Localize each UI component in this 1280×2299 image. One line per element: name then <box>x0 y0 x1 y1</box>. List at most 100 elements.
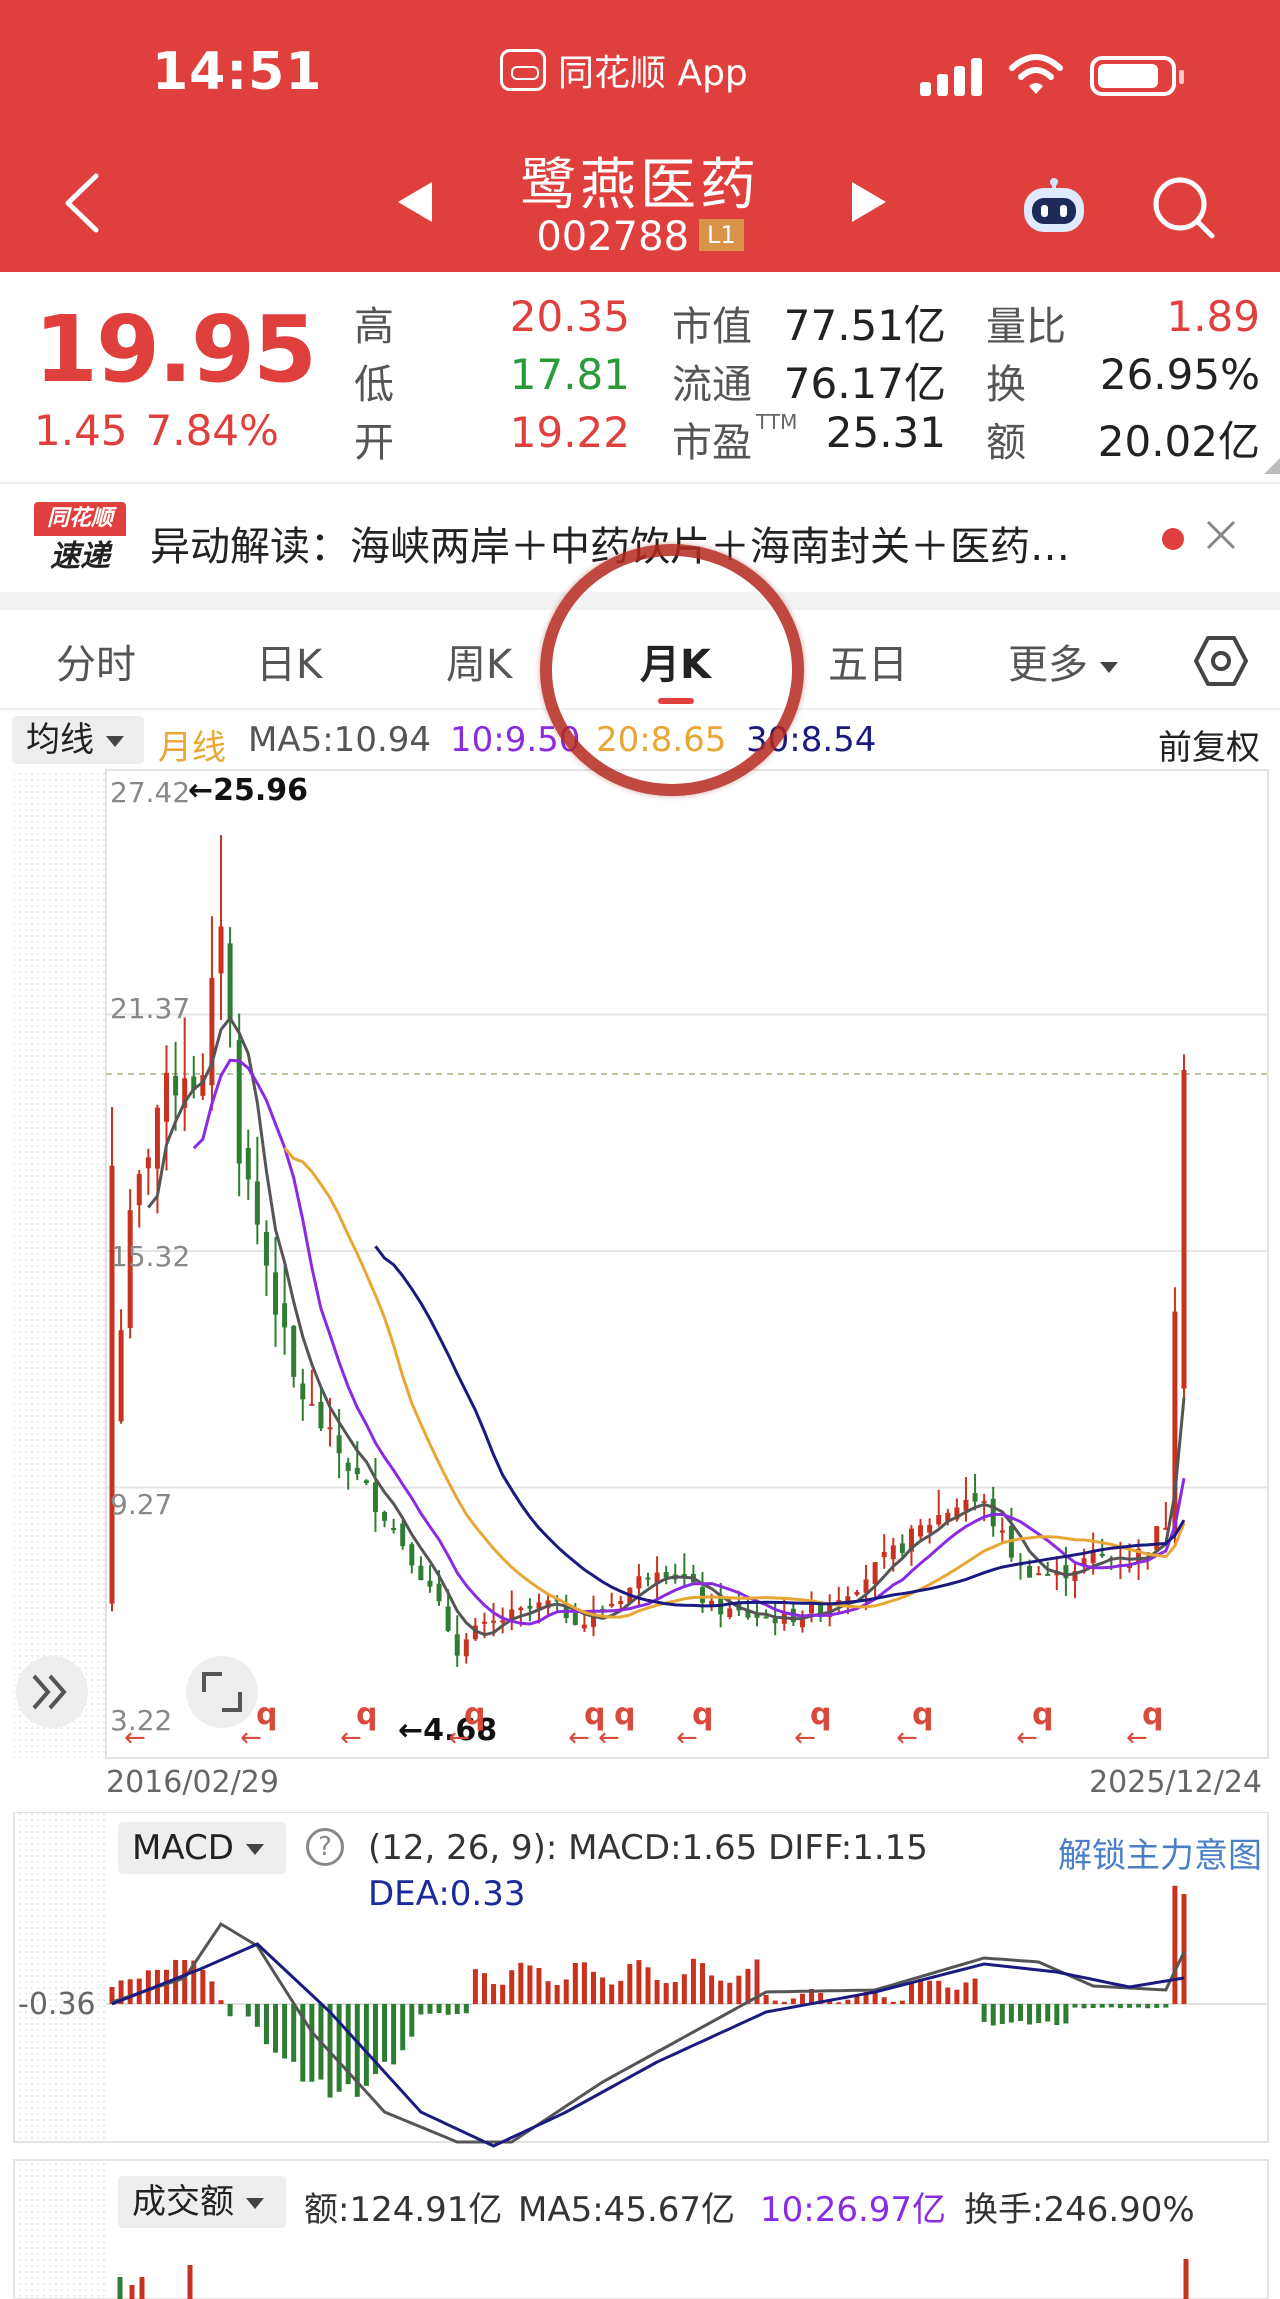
candle-body <box>872 1562 878 1584</box>
macd-bar <box>282 2004 288 2059</box>
macd-bar <box>1172 1885 1178 2004</box>
macd-bar <box>1081 2004 1087 2009</box>
macd-selector[interactable]: MACD <box>118 1822 286 1874</box>
macd-bar <box>518 1962 524 2004</box>
candle-body <box>109 1165 115 1604</box>
candle-body <box>200 1075 206 1096</box>
low-label: 低 <box>354 362 394 408</box>
macd-bar <box>818 1992 824 2004</box>
back-icon[interactable] <box>62 172 102 234</box>
kline-chart[interactable]: 27.42 21.37 15.32 9.27 3.22 ←25.96 ←4.68… <box>0 766 1280 1810</box>
candle-body <box>581 1624 587 1629</box>
macd-bar <box>990 2004 996 2026</box>
float-value: 76.17亿 <box>783 359 946 408</box>
candle-body <box>491 1620 497 1623</box>
macd-bar <box>227 2004 233 2017</box>
macd-bar <box>1163 2004 1169 2008</box>
macd-bar <box>727 1982 733 2004</box>
q-arrow: ← <box>568 1723 590 1753</box>
prev-stock-icon[interactable] <box>398 182 432 222</box>
expand-corner-icon[interactable] <box>1264 458 1280 474</box>
settings-icon[interactable] <box>1194 634 1248 688</box>
macd-bar <box>718 1980 724 2004</box>
candle-body <box>918 1525 924 1537</box>
expand-left-button[interactable] <box>16 1656 88 1728</box>
macd-bar <box>345 2004 351 2085</box>
search-icon[interactable] <box>1150 174 1216 240</box>
volume-amount: 额:124.91亿 <box>304 2190 503 2230</box>
candle-body <box>618 1600 624 1605</box>
candle-body <box>1081 1558 1087 1566</box>
tab-weekly-k[interactable]: 周K <box>446 642 513 688</box>
tab-daily-k[interactable]: 日K <box>256 642 323 688</box>
stock-name: 鹭燕医药 <box>520 153 760 218</box>
level-badge: L1 <box>699 219 744 251</box>
macd-bar <box>927 1980 933 2004</box>
candle-body <box>463 1639 469 1657</box>
candle-body <box>400 1523 406 1547</box>
macd-chart[interactable]: -0.36 <box>0 1812 1280 2152</box>
help-icon[interactable]: ? <box>306 1828 344 1866</box>
ma10-value: 10:9.50 <box>450 720 581 760</box>
macd-bar <box>1145 2004 1151 2009</box>
battery-icon <box>1090 56 1184 96</box>
tab-five-day[interactable]: 五日 <box>828 642 908 688</box>
macd-y-tick: -0.36 <box>18 1987 96 2022</box>
turnover-label: 换 <box>986 362 1026 408</box>
y-tick-4: 9.27 <box>110 1488 172 1521</box>
volume-chart[interactable] <box>0 2150 1280 2299</box>
macd-diff-line <box>111 1921 1186 2144</box>
high-value: 20.35 <box>509 292 630 341</box>
chevron-down-icon <box>246 2198 264 2209</box>
candle-body <box>445 1606 451 1631</box>
candle-body <box>763 1616 769 1619</box>
tab-monthly-k[interactable]: 月K <box>640 642 711 688</box>
adjust-mode[interactable]: 前复权 <box>1158 728 1260 768</box>
news-ribbon[interactable]: 同花顺 速递 异动解读：海峡两岸＋中药饮片＋海南封关＋医药… <box>0 482 1280 592</box>
volume-selector[interactable]: 成交额 <box>118 2176 286 2228</box>
macd-bar <box>572 1962 578 2004</box>
candle-body <box>136 1174 142 1206</box>
unlock-main-intent-link[interactable]: 解锁主力意图 <box>1058 1836 1262 1876</box>
macd-bar <box>463 2004 469 2014</box>
candle-body <box>372 1482 378 1512</box>
y-tick-3: 15.32 <box>110 1240 190 1273</box>
macd-bar <box>254 2004 260 2027</box>
macd-bar <box>600 1977 606 2004</box>
candle-body <box>245 1147 251 1180</box>
active-tab-indicator <box>658 698 694 704</box>
ma20-value: 20:8.65 <box>596 720 727 760</box>
ma-selector[interactable]: 均线 <box>12 716 144 764</box>
candle-body <box>654 1572 660 1584</box>
macd-left-margin <box>14 1812 106 2142</box>
high-label: 高 <box>354 304 394 350</box>
quote-panel: 19.95 1.45 7.84% 高 20.35 低 17.81 开 19.22 … <box>0 272 1280 482</box>
tab-more[interactable]: 更多 <box>1008 632 1118 690</box>
macd-selector-label: MACD <box>132 1828 234 1868</box>
next-stock-icon[interactable] <box>852 182 886 222</box>
y-tick-2: 21.37 <box>110 992 190 1025</box>
macd-bar <box>836 2002 842 2004</box>
candle-body <box>327 1427 333 1430</box>
fullscreen-button[interactable] <box>186 1656 258 1728</box>
candle-body <box>409 1544 415 1566</box>
news-headline[interactable]: 异动解读：海峡两岸＋中药饮片＋海南封关＋医药… <box>150 524 1070 570</box>
candle-body <box>754 1613 760 1618</box>
macd-bar <box>118 1980 124 2004</box>
q-marker: q <box>356 1697 377 1732</box>
macd-bar <box>709 1975 715 2004</box>
q-marker: q <box>1032 1697 1053 1732</box>
tab-intraday[interactable]: 分时 <box>56 642 136 688</box>
macd-bar <box>690 1958 696 2004</box>
open-value: 19.22 <box>509 408 630 457</box>
macd-bar <box>545 1981 551 2004</box>
ma10-line <box>192 1058 1186 1626</box>
close-icon[interactable] <box>1204 518 1238 552</box>
moving-average-lines <box>147 1015 1186 1637</box>
macd-bar <box>472 1969 478 2004</box>
candle-body <box>881 1552 887 1558</box>
chevron-down-icon <box>1100 661 1118 673</box>
robot-icon[interactable] <box>1020 178 1088 236</box>
candle-body <box>391 1528 397 1531</box>
